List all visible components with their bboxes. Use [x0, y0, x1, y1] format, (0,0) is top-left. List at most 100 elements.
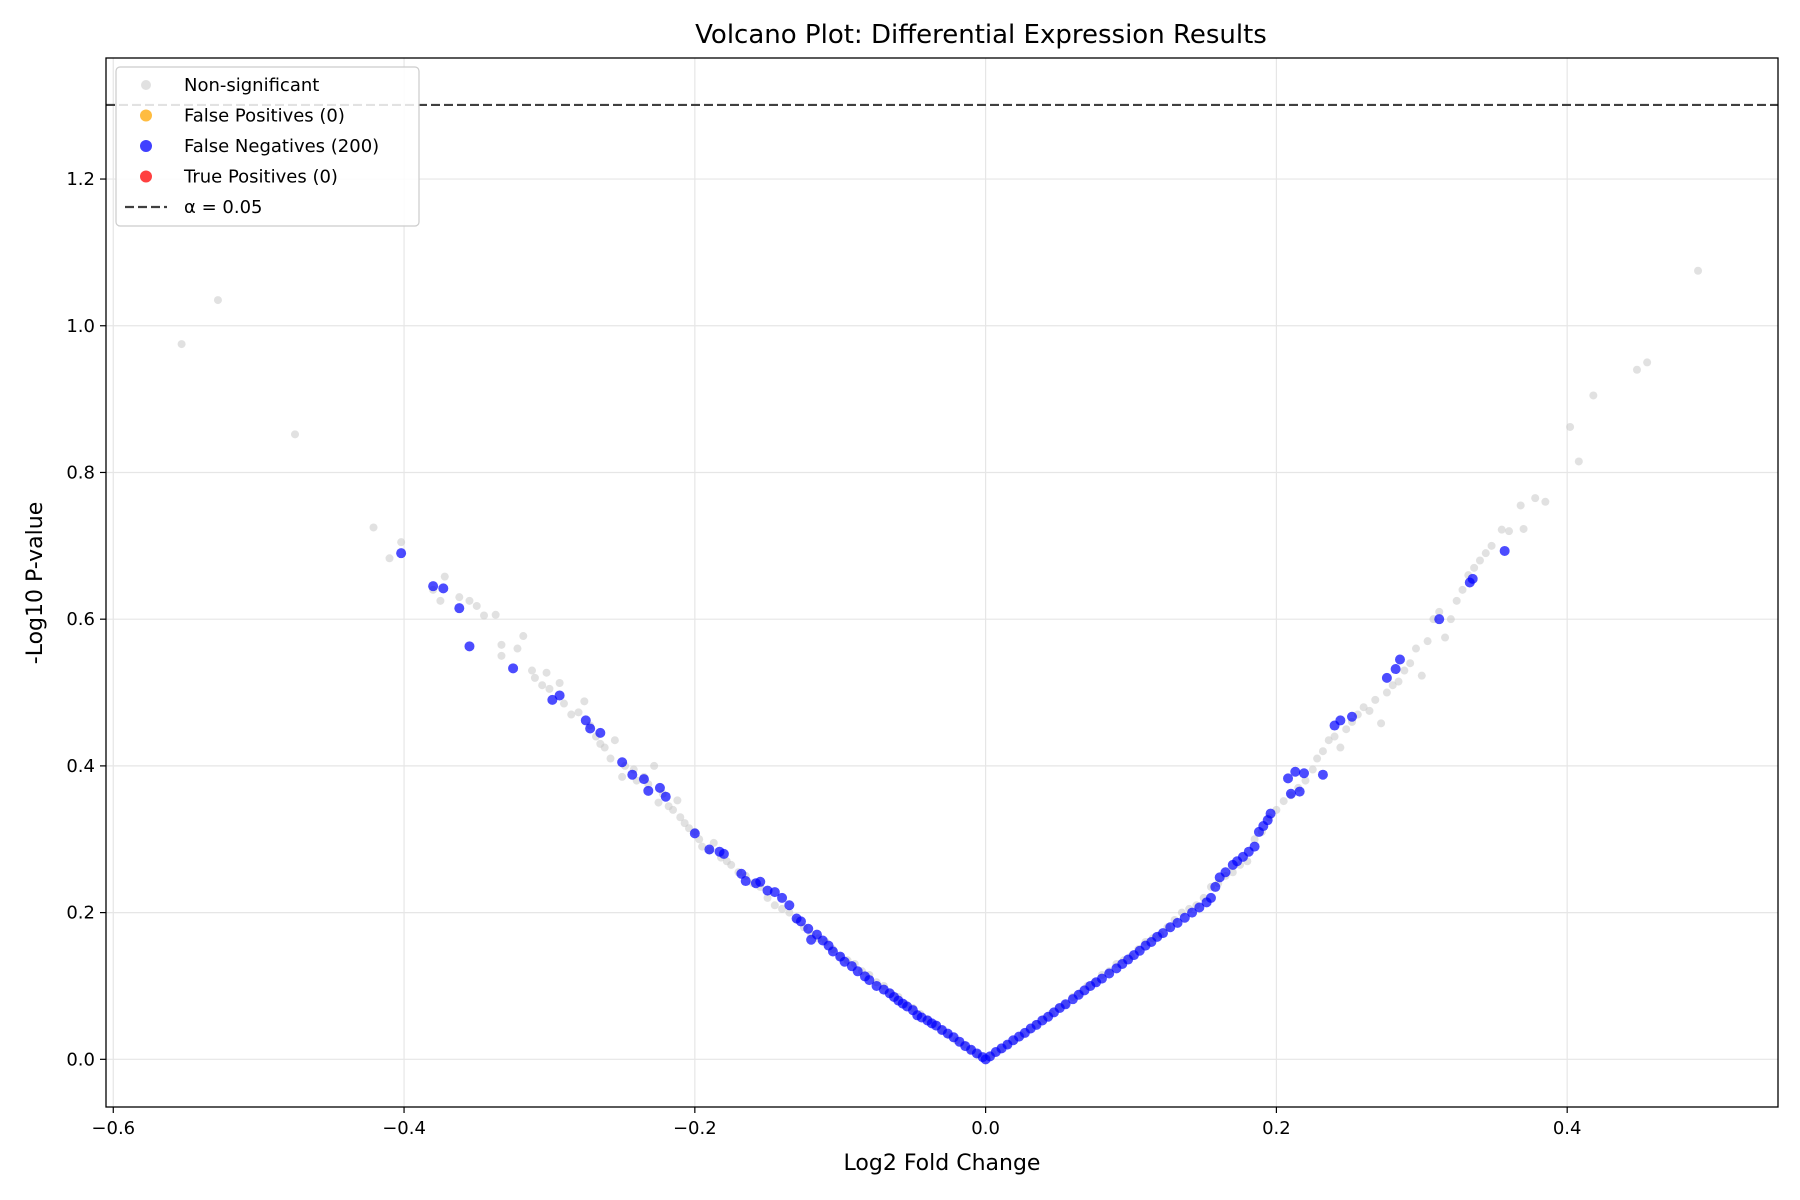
non-significant-point	[1394, 677, 1403, 686]
false-negative-point	[1317, 769, 1328, 780]
non-significant-point	[1589, 391, 1598, 400]
non-significant-point	[600, 743, 609, 752]
non-significant-point	[497, 640, 506, 649]
false-negative-point	[803, 923, 814, 934]
false-negative-point	[864, 975, 875, 986]
false-negative-point	[1210, 881, 1221, 892]
false-negative-point	[1434, 614, 1445, 625]
false-negative-point	[777, 892, 788, 903]
non-significant-point	[1411, 644, 1420, 653]
non-significant-point	[1365, 706, 1374, 715]
non-significant-point	[538, 681, 547, 690]
legend-entry: True Positives (0)	[183, 167, 338, 188]
false-negative-point	[1335, 715, 1346, 726]
non-significant-point	[436, 596, 445, 605]
false-negative-point	[736, 868, 747, 879]
false-negative-point	[428, 581, 439, 592]
non-significant-point	[1516, 501, 1525, 510]
non-significant-point	[1475, 556, 1484, 565]
non-significant-point	[669, 805, 678, 814]
legend-box	[115, 66, 420, 227]
legend-marker	[140, 109, 152, 122]
non-significant-point	[480, 611, 489, 620]
x-tick-label: 0.2	[1262, 1118, 1291, 1139]
non-significant-point	[1487, 541, 1496, 550]
x-tick-label: −0.2	[673, 1118, 717, 1139]
false-negative-point	[627, 769, 638, 780]
non-significant-point	[1435, 607, 1444, 616]
non-significant-point	[1400, 666, 1409, 675]
non-significant-point	[291, 430, 300, 439]
false-negative-point	[396, 548, 407, 559]
non-significant-point	[676, 813, 685, 822]
non-significant-point	[1313, 754, 1322, 763]
false-negative-point	[1299, 768, 1310, 779]
non-significant-point	[1324, 736, 1333, 745]
non-significant-point	[1250, 835, 1259, 844]
non-significant-point	[397, 538, 406, 547]
x-tick-label: 0.4	[1553, 1118, 1582, 1139]
non-significant-point	[1643, 358, 1652, 367]
false-negative-point	[1172, 917, 1183, 928]
non-significant-point	[545, 684, 554, 693]
false-negative-point	[1205, 892, 1216, 903]
false-negative-point	[1179, 912, 1190, 923]
false-negative-point	[1381, 672, 1392, 683]
non-significant-point	[527, 666, 536, 675]
non-significant-point	[1632, 365, 1641, 374]
non-significant-point	[542, 668, 551, 677]
false-negative-point	[508, 663, 519, 674]
non-significant-point	[177, 340, 186, 349]
false-negative-point	[769, 887, 780, 898]
y-tick-label: 1.2	[66, 169, 95, 190]
false-negative-point	[638, 774, 649, 785]
false-negative-point	[1499, 545, 1510, 556]
x-axis-label: Log2 Fold Change	[844, 1151, 1041, 1176]
non-significant-point	[654, 798, 663, 807]
non-significant-point	[709, 838, 718, 847]
false-negative-point	[585, 723, 596, 734]
non-significant-point	[1574, 457, 1583, 466]
false-negative-point	[718, 848, 729, 859]
non-significant-point	[1441, 633, 1450, 642]
non-significant-point	[213, 296, 222, 305]
non-significant-point	[567, 710, 576, 719]
non-significant-point	[491, 610, 500, 619]
false-negative-point	[827, 946, 838, 957]
false-negative-point	[617, 757, 628, 768]
non-significant-point	[770, 901, 779, 910]
false-negative-point	[852, 966, 863, 977]
false-negative-point	[839, 956, 850, 967]
non-significant-point	[1371, 695, 1380, 704]
legend-marker	[141, 80, 151, 90]
x-tick-label: −0.6	[91, 1118, 135, 1139]
non-significant-point	[440, 572, 449, 581]
non-significant-point	[1388, 681, 1397, 690]
false-negative-point	[784, 900, 795, 911]
non-significant-point	[698, 842, 707, 851]
false-negative-point	[1096, 973, 1107, 984]
legend-entry: Non-significant	[184, 75, 319, 96]
legend: Non-significant False Positives (0) False …	[115, 66, 420, 227]
non-significant-point	[1330, 732, 1339, 741]
non-significant-point	[519, 632, 528, 641]
non-significant-point	[610, 736, 619, 745]
false-negative-point	[1220, 867, 1231, 878]
false-negative-point	[689, 828, 700, 839]
false-negative-point	[740, 876, 751, 887]
plot-area-frame	[105, 57, 1779, 1108]
non-significant-point	[455, 593, 464, 602]
y-tick-label: 0.8	[66, 462, 95, 483]
grid	[106, 58, 1778, 1107]
non-significant-point	[1470, 563, 1479, 572]
false-negative-point	[1060, 999, 1071, 1010]
non-significant-point	[1452, 596, 1461, 605]
non-significant-point	[1423, 637, 1432, 646]
false-negative-point	[755, 876, 766, 887]
false-negative-point	[454, 603, 465, 614]
y-tick-label: 0.4	[66, 756, 95, 777]
false-negative-point	[1283, 773, 1294, 784]
legend-entry: α = 0.05	[184, 197, 262, 218]
false-negative-point	[1104, 968, 1115, 979]
